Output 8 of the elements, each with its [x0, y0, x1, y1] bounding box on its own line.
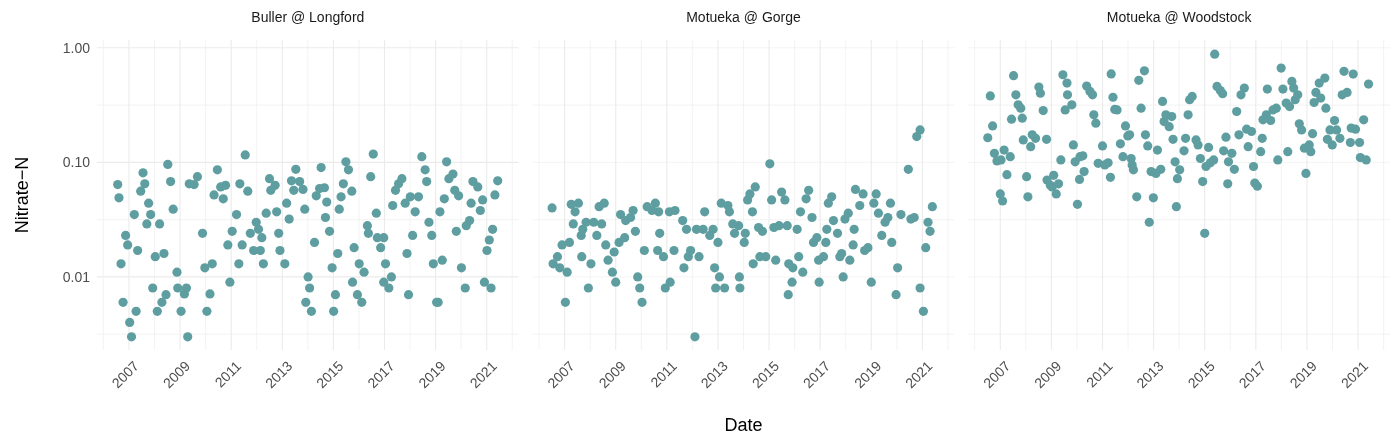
y-tick-label: 1.00 [62, 39, 91, 56]
y-tick-label: 0.10 [62, 154, 91, 171]
chart-title: Motueka @ Gorge [686, 9, 802, 25]
y-tick-label: 0.01 [62, 268, 91, 285]
y-axis-title: Nitrate−N [12, 156, 32, 234]
chart-title: Buller @ Longford [251, 9, 365, 25]
chart-title: Motueka @ Woodstock [1106, 9, 1253, 25]
x-axis-title: Date [724, 415, 763, 435]
